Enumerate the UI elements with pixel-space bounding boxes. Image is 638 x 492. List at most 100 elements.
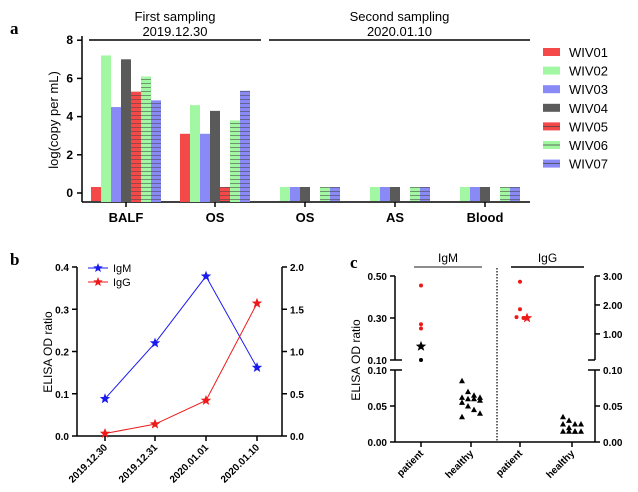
bar-hatch [320,187,330,201]
data-point-dot [514,315,519,320]
legend-label: IgM [113,263,131,275]
left-y-tick-label: 0.3 [55,305,69,316]
panel-a-bar-chart: 0 2 4 6 8 log(copy per mL) BALF OS OS AS Blood Firs… [46,9,608,225]
data-point-triangle [566,424,572,431]
group-title: First sampling [135,9,216,24]
left-y-tick-label: 0.1 [55,390,69,401]
bar-hatch [220,187,230,201]
series-line-igm [104,275,258,400]
bar-wiv02 [370,187,380,201]
group-date: 2020.01.10 [367,24,432,39]
bar-wiv04 [480,187,490,201]
data-point-triangle [477,397,483,403]
data-point-triangle [560,428,566,434]
data-point-igg [200,395,212,405]
data-point-triangle [477,410,483,416]
legend-label: WIV02 [569,64,608,79]
left-y-tick-label: 0.10 [368,356,388,367]
x-tick-label: 2019.12.31 [117,442,160,485]
x-tick-label: healthy [444,448,477,481]
x-tick-label: patient [395,448,426,479]
legend-label: IgG [113,277,131,289]
bar-hatch [510,187,520,201]
bar-wiv03 [380,187,390,201]
right-y-tick-label: 1.0 [290,348,304,359]
bar-hatch [330,187,340,201]
left-y-tick-label: 0.30 [368,314,388,325]
x-tick-label: BALF [109,210,144,225]
data-point-dot [419,358,423,362]
bar-wiv01 [91,187,101,201]
data-point-triangle [566,417,572,423]
x-tick-label: 2020.01.10 [219,442,262,485]
left-y-tick-label: 0.00 [368,438,388,449]
y-axis-label: ELISA OD ratio [349,319,363,401]
x-tick-label: patient [494,448,525,479]
left-y-tick-label: 0.0 [55,432,69,443]
x-tick-label: AS [386,210,404,225]
panel-label-c: c [350,253,358,272]
bar-hatch [240,90,250,202]
data-point-triangle [578,421,584,427]
bar-wiv03 [290,187,300,201]
x-tick-label: Blood [467,210,504,225]
data-point-star [415,340,427,351]
data-point-igg [99,428,111,438]
right-y-tick-label: 2.0 [290,263,304,274]
data-point-triangle [471,395,477,402]
data-point-triangle [578,428,584,434]
right-y-tick-label: 0.5 [290,390,304,401]
data-point-triangle [572,421,578,427]
series-line-igg [104,303,258,434]
x-tick-label: OS [206,210,225,225]
y-axis-label: log(copy per mL) [46,71,61,169]
bar-hatch [410,187,420,201]
right-y-tick-label: 1.5 [290,305,304,316]
left-y-tick-label: 0.05 [368,402,388,413]
bar-hatch [151,100,161,202]
data-point-dot [518,279,522,284]
bar-wiv02 [101,55,111,203]
right-y-tick-label: 2.00 [603,301,623,312]
data-point-triangle [459,413,465,420]
data-point-triangle [560,413,566,420]
x-tick-label: OS [296,210,315,225]
legend-swatch-wiv04 [543,103,560,112]
panel-label-a: a [10,19,19,38]
legend-swatch-wiv02 [543,66,560,75]
right-y-tick-label: 1.00 [603,330,623,341]
bar-hatch [500,187,510,201]
x-tick-label: 2020.01.01 [168,442,211,485]
y-tick-label: 2 [66,148,73,162]
left-y-tick-label: 0.4 [55,263,69,274]
data-point-triangle [465,395,471,402]
right-y-tick-label: 0.05 [603,402,623,413]
y-axis-label: ELISA OD ratio [41,311,55,393]
legend-label: WIV05 [569,119,608,134]
legend-label: WIV04 [569,101,608,116]
legend-label: WIV06 [569,138,608,153]
right-y-tick-label: 0.0 [290,432,304,443]
data-point-igm [99,393,111,404]
data-point-triangle [471,392,477,398]
bar-wiv04 [121,59,131,202]
group-title: IgM [438,251,458,265]
legend-label: WIV01 [569,45,608,60]
legend-star-icon [93,277,103,286]
right-y-tick-label: 0.00 [603,438,623,449]
data-point-triangle [477,394,483,400]
left-y-tick-label: 0.2 [55,348,69,359]
x-tick-label: 2019.12.30 [67,442,110,485]
right-y-tick-label: 0.10 [603,366,623,377]
data-point-triangle [459,399,465,405]
right-y-tick-label: 3.00 [603,272,623,283]
bar-hatch [131,91,141,202]
data-point-dot [419,322,423,327]
data-point-triangle [459,394,465,400]
bar-wiv03 [111,107,121,202]
bar-wiv04 [390,187,400,201]
bar-wiv02 [190,105,200,202]
legend-label: WIV03 [569,82,608,97]
data-point-igm [149,337,161,348]
